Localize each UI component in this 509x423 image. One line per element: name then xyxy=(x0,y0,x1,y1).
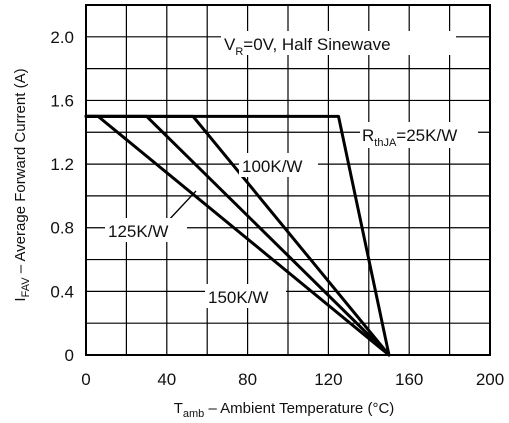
series-line-3 xyxy=(84,114,391,357)
y-tick-label: 0 xyxy=(65,346,74,365)
label-bg-150kw xyxy=(205,284,286,308)
grid-lines xyxy=(86,5,490,355)
x-tick-label: 160 xyxy=(395,370,423,389)
plot-frame xyxy=(85,4,491,356)
x-tick-label: 40 xyxy=(157,370,176,389)
x-tick-label: 0 xyxy=(81,370,90,389)
x-tick-label: 120 xyxy=(314,370,342,389)
label-bg-100kw xyxy=(239,153,318,177)
label-bg-125kw xyxy=(105,218,187,242)
condition-label-bg xyxy=(221,31,456,55)
series-label-125kw: 125K/W xyxy=(108,222,168,241)
condition-label: VR=0V, Half Sinewave xyxy=(224,35,391,58)
x-tick-label: 80 xyxy=(238,370,257,389)
y-tick-label: 1.2 xyxy=(50,155,74,174)
label-bg-rthja-25 xyxy=(360,122,478,148)
derating-curves xyxy=(84,114,391,357)
y-tick-label: 0.8 xyxy=(50,219,74,238)
series-label-150kw: 150K/W xyxy=(208,288,268,307)
series-label-rthja-25: RthJA=25K/W xyxy=(362,126,457,149)
x-axis-title: Tamb – Ambient Temperature (°C) xyxy=(174,400,395,420)
y-tick-label: 0.4 xyxy=(50,282,74,301)
tick-labels: 0 40 80 120 160 200 0 0.4 0.8 1.2 1.6 2.0 xyxy=(50,28,504,389)
x-tick-label: 200 xyxy=(476,370,504,389)
series-line-4 xyxy=(84,114,391,357)
leader-125kw xyxy=(165,190,197,224)
y-tick-label: 2.0 xyxy=(50,28,74,47)
y-tick-label: 1.6 xyxy=(50,91,74,110)
y-axis-title: IFAV – Average Forward Current (A) xyxy=(12,68,32,301)
series-label-100kw: 100K/W xyxy=(242,157,302,176)
